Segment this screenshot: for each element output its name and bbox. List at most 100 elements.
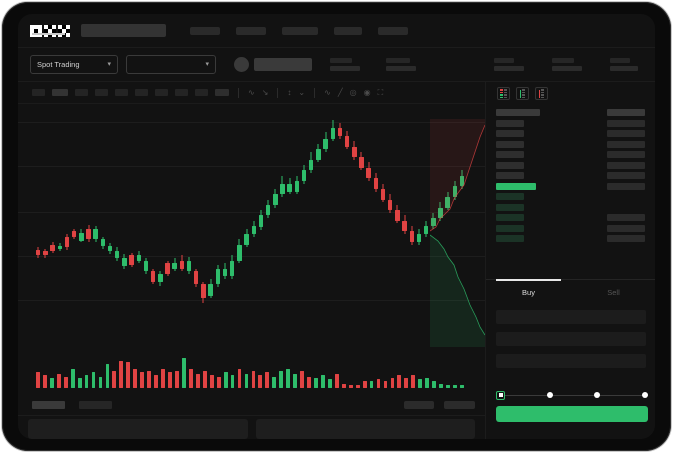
line-chart-icon[interactable]: ∿ xyxy=(324,87,331,97)
fullscreen-icon[interactable]: ⛶ xyxy=(377,87,384,97)
trading-mode-select[interactable]: Spot Trading ▾ xyxy=(30,55,118,74)
candlestick-chart-icon[interactable]: ∿ xyxy=(248,87,255,97)
order-total-field[interactable] xyxy=(496,354,646,368)
bids-only-depth-mode-icon[interactable] xyxy=(516,87,529,100)
tab-sell[interactable]: Sell xyxy=(571,280,655,305)
chart-gridline xyxy=(18,300,485,301)
settings-icon[interactable]: ◉ xyxy=(363,87,371,97)
volume-bar xyxy=(244,373,249,388)
nav-item-5[interactable] xyxy=(378,26,408,35)
active-tab-underline xyxy=(32,33,65,35)
tab-open-orders[interactable] xyxy=(32,400,65,409)
volume-pane xyxy=(18,319,485,394)
volume-bar xyxy=(341,383,346,388)
volume-bar xyxy=(425,378,430,388)
orders-action-2[interactable] xyxy=(444,400,475,409)
orders-action-1[interactable] xyxy=(404,400,434,409)
market-pair-select[interactable]: ▾ xyxy=(126,55,216,74)
volume-bar xyxy=(112,370,117,388)
orderbook-ask-row[interactable] xyxy=(496,130,645,137)
nav-item-4[interactable] xyxy=(334,26,362,35)
camera-icon[interactable]: ◎ xyxy=(349,87,357,97)
asks-only-depth-mode-icon[interactable] xyxy=(535,87,548,100)
indicator-icon[interactable]: ↘ xyxy=(261,87,269,97)
orderbook-bid-row[interactable] xyxy=(496,224,645,232)
candlestick xyxy=(352,104,357,319)
orderbook-view-modes xyxy=(486,82,655,105)
volume-bar xyxy=(98,376,103,388)
nav-item-3[interactable] xyxy=(282,26,318,35)
timeframe-button[interactable] xyxy=(175,89,188,96)
volume-bar xyxy=(411,375,416,388)
candlestick xyxy=(186,104,192,319)
tab-sell-label: Sell xyxy=(607,288,620,297)
timeframe-button[interactable] xyxy=(215,89,229,96)
timeframe-button[interactable] xyxy=(195,89,208,96)
amount-stepper[interactable] xyxy=(496,390,649,400)
volume-bar xyxy=(321,375,325,388)
nav-item-1[interactable] xyxy=(190,26,220,35)
volume-bar xyxy=(300,370,304,388)
orderbook-ask-row[interactable] xyxy=(496,140,645,148)
candlestick xyxy=(100,104,106,319)
orderbook-ask-row[interactable] xyxy=(496,172,645,179)
order-price-field[interactable] xyxy=(496,310,646,324)
both-depth-mode-icon[interactable] xyxy=(497,87,510,100)
candlestick xyxy=(208,104,213,319)
timeframe-button[interactable] xyxy=(115,89,128,96)
volume-bar xyxy=(432,380,437,388)
tab-buy[interactable]: Buy xyxy=(486,279,571,305)
orderbook-bid-row[interactable] xyxy=(496,203,645,211)
order-amount-field[interactable] xyxy=(496,332,646,346)
price-chart[interactable] xyxy=(18,104,485,394)
nav-item-2[interactable] xyxy=(236,26,266,35)
tab-order-history[interactable] xyxy=(79,400,112,409)
order-form xyxy=(496,310,646,376)
candlestick xyxy=(445,104,450,319)
volume-bar xyxy=(140,372,145,388)
candlestick xyxy=(107,104,113,319)
submit-order-button[interactable] xyxy=(496,406,648,422)
stepper-step-2[interactable] xyxy=(546,392,553,398)
timeframe-button[interactable] xyxy=(52,89,68,96)
orders-panel-right[interactable] xyxy=(255,419,475,439)
search-input[interactable] xyxy=(81,24,166,37)
orders-panel-left[interactable] xyxy=(28,419,248,439)
volume-bar xyxy=(133,369,138,388)
orderbook-ask-row[interactable] xyxy=(496,161,645,169)
timeframe-button[interactable] xyxy=(32,89,45,96)
chart-gridline xyxy=(18,256,485,257)
volume-bar xyxy=(418,379,423,388)
drawing-tools-icon[interactable]: ╱ xyxy=(337,87,343,97)
stepper-step-4[interactable] xyxy=(642,392,649,398)
orderbook-ask-row[interactable] xyxy=(496,119,645,127)
candlestick xyxy=(438,104,443,319)
orderbook-size-header xyxy=(607,109,645,116)
chart-gridline xyxy=(18,166,485,167)
volume-bar xyxy=(314,378,318,388)
orderbook-bid-row[interactable] xyxy=(496,214,645,221)
orderbook-bid-row[interactable] xyxy=(496,235,645,242)
buy-sell-tabs: Buy Sell xyxy=(486,279,655,305)
candlestick xyxy=(380,104,386,319)
volume-bar xyxy=(223,372,228,388)
candlestick xyxy=(36,104,41,319)
orderbook-header-row xyxy=(496,109,645,116)
compare-icon[interactable]: ↕ xyxy=(287,87,292,97)
timeframe-button[interactable] xyxy=(135,89,148,96)
ticker-stat xyxy=(552,58,582,71)
orderbook-bid-row[interactable] xyxy=(496,193,645,200)
volume-bar xyxy=(230,375,235,388)
stepper-step-active[interactable] xyxy=(496,390,505,400)
okx-logo-icon[interactable] xyxy=(30,24,70,37)
chevron-down-icon: ▾ xyxy=(107,61,111,68)
timeframe-button[interactable] xyxy=(75,89,88,96)
chevron-down-icon[interactable]: ⌄ xyxy=(298,87,306,97)
orderbook-ask-row[interactable] xyxy=(496,151,645,158)
timeframe-button[interactable] xyxy=(95,89,108,96)
timeframe-button[interactable] xyxy=(155,89,168,96)
volume-bar xyxy=(70,369,75,388)
stepper-step-3[interactable] xyxy=(594,392,601,398)
orderbook-spread-row[interactable] xyxy=(496,182,645,190)
